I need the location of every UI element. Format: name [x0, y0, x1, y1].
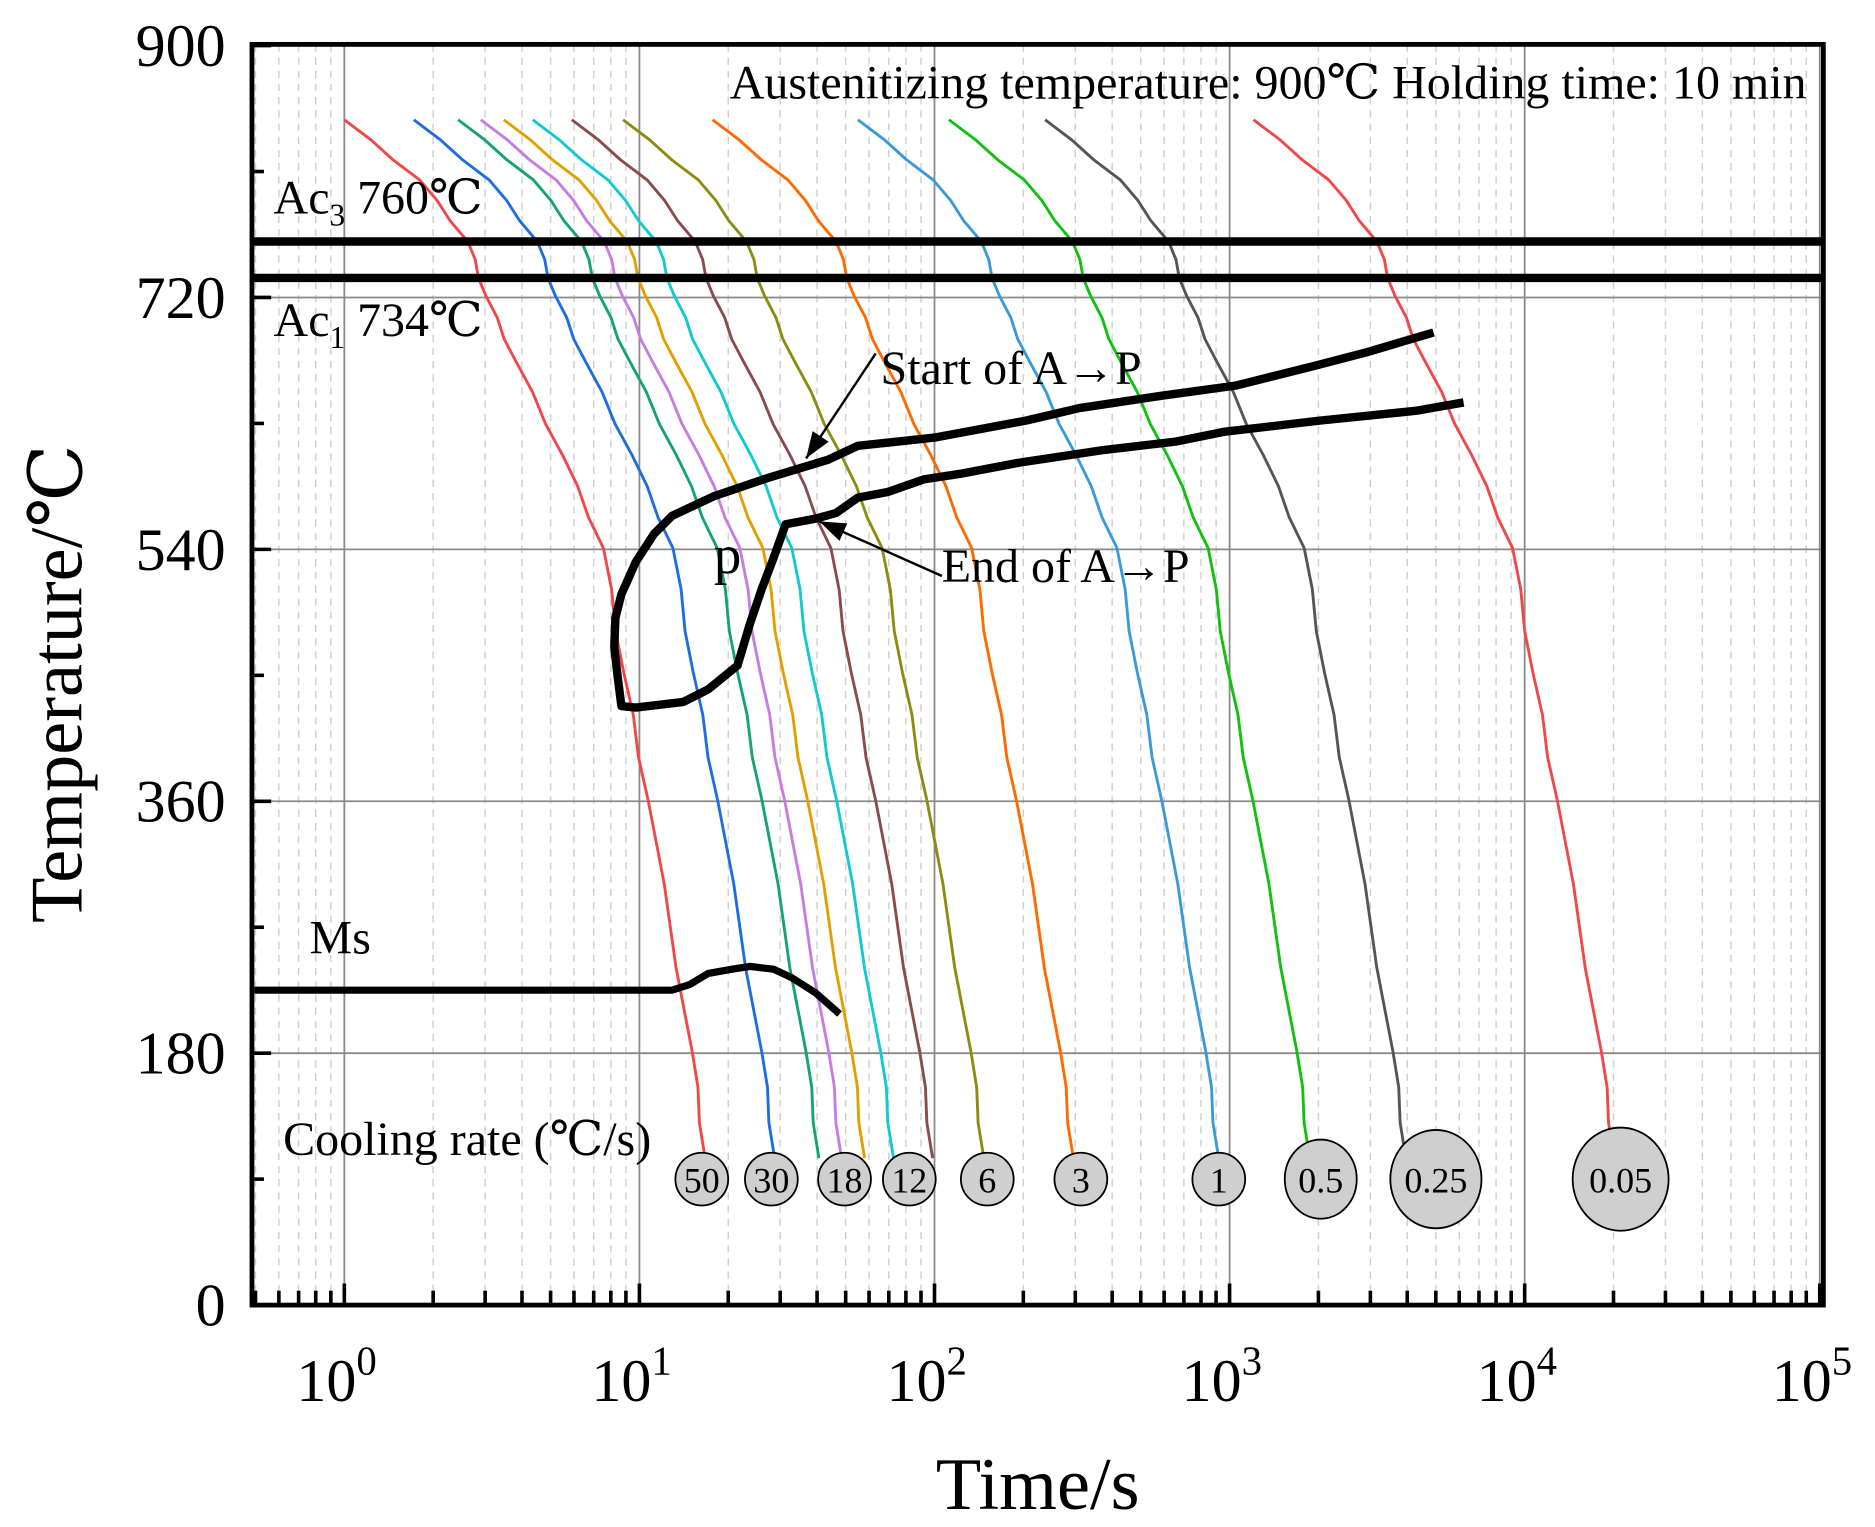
x-tick-label: 105 — [1772, 1339, 1852, 1414]
x-tick-exponent: 1 — [651, 1339, 671, 1384]
rate-badge-circle — [882, 1151, 937, 1207]
rate-badge-label: 0.25 — [1404, 1160, 1467, 1200]
cooling-rate-badge: 0.5 — [1283, 1138, 1358, 1220]
cooling-rate-title: Cooling rate (℃/s) — [283, 1113, 651, 1166]
rate-badge-label: 30 — [753, 1160, 789, 1200]
label-subscript: 1 — [329, 320, 345, 355]
y-tick-label: 180 — [136, 1021, 226, 1087]
y-tick-label: 540 — [136, 517, 226, 583]
rate-badge-label: 18 — [827, 1160, 863, 1200]
x-tick-label: 100 — [296, 1339, 376, 1414]
label-value: 734℃ — [345, 294, 483, 347]
cooling-curve-unlabeled-3 — [479, 118, 844, 1159]
cooling-rate-badge: 0.05 — [1571, 1126, 1670, 1232]
cooling-curve-30 — [412, 118, 777, 1159]
start-annotation-label: Start of A→P — [881, 342, 1142, 395]
rate-badge-label: 1 — [1210, 1160, 1228, 1200]
rate-badge-circle — [959, 1151, 1015, 1207]
rate-badge-circle — [1389, 1129, 1483, 1230]
y-tick-label: 900 — [136, 13, 226, 79]
cooling-curve-0.5 — [948, 118, 1312, 1159]
y-tick-label: 360 — [136, 769, 226, 835]
rate-badge-circle — [817, 1151, 872, 1207]
rate-badge-label: 0.5 — [1298, 1160, 1343, 1200]
cooling-curve-0.25 — [1044, 118, 1408, 1159]
rate-badge-circle — [1053, 1151, 1109, 1207]
chart-title: Austenitizing temperature: 900℃ Holding … — [730, 56, 1807, 109]
rate-badge-label: 50 — [684, 1160, 720, 1200]
cooling-curve-18 — [457, 118, 821, 1159]
cooling-rate-badge: 3 — [1053, 1151, 1109, 1207]
label-prefix: Ac — [274, 172, 330, 225]
cooling-curve-50 — [343, 118, 707, 1159]
start-arrowhead-icon — [806, 431, 829, 459]
cooling-rate-badge: 12 — [882, 1151, 937, 1207]
rate-badge-label: 3 — [1072, 1160, 1090, 1200]
x-tick-label: 101 — [591, 1339, 671, 1414]
cooling-curve-unlabeled-4 — [502, 118, 867, 1159]
x-tick-base: 10 — [591, 1348, 651, 1414]
x-tick-label: 103 — [1182, 1339, 1262, 1414]
label-value: 760℃ — [345, 172, 483, 225]
label-prefix: Ac — [274, 294, 330, 347]
x-tick-exponent: 0 — [356, 1339, 376, 1384]
rate-badge-label: 0.05 — [1589, 1160, 1652, 1200]
x-tick-label: 104 — [1477, 1339, 1557, 1414]
y-axis-title: Temperature/℃ — [17, 444, 99, 922]
end-arrowhead-icon — [819, 521, 848, 541]
cooling-curve-unlabeled-6 — [570, 118, 935, 1159]
x-axis-title: Time/s — [936, 1444, 1140, 1526]
ac1-label: Ac1 734℃ — [274, 294, 483, 355]
x-tick-base: 10 — [1182, 1348, 1242, 1414]
x-tick-exponent: 2 — [946, 1339, 966, 1384]
end-annotation-label: End of A→P — [942, 540, 1190, 593]
ms-label: Ms — [310, 912, 371, 965]
cooling-rate-badge: 6 — [959, 1151, 1015, 1207]
cooling-curve-3 — [711, 118, 1075, 1159]
ms-line — [254, 962, 843, 1017]
pearlite-transformation-boundary — [610, 328, 1465, 712]
cooling-rate-badge: 0.25 — [1389, 1129, 1483, 1230]
x-tick-base: 10 — [296, 1348, 356, 1414]
rate-badge-circle — [1283, 1138, 1358, 1220]
rate-badge-label: 6 — [978, 1160, 996, 1200]
cooling-rate-badge: 1 — [1191, 1151, 1247, 1207]
y-tick-label: 0 — [196, 1272, 226, 1338]
grid — [251, 44, 1824, 1306]
cooling-curve-0.05 — [1252, 118, 1616, 1159]
rate-badge-circle — [1571, 1126, 1670, 1232]
cooling-rate-badge: 30 — [744, 1151, 799, 1207]
rate-badge-circle — [1191, 1151, 1247, 1207]
rate-badge-label: 12 — [891, 1160, 927, 1200]
label-subscript: 3 — [329, 198, 345, 233]
rate-badge-circle — [744, 1151, 799, 1207]
x-tick-base: 10 — [1477, 1348, 1537, 1414]
y-tick-label: 720 — [136, 265, 226, 331]
x-tick-base: 10 — [887, 1348, 947, 1414]
rate-badge-circle — [674, 1151, 730, 1207]
x-tick-base: 10 — [1772, 1348, 1832, 1414]
x-tick-exponent: 3 — [1242, 1339, 1262, 1384]
ac3-label: Ac3 760℃ — [274, 172, 483, 233]
cooling-curve-12 — [531, 118, 895, 1159]
pearlite-region-label: p — [714, 524, 742, 585]
cooling-rate-badge: 18 — [817, 1151, 872, 1207]
cooling-rate-badge: 50 — [674, 1151, 730, 1207]
x-tick-exponent: 5 — [1832, 1339, 1852, 1384]
x-tick-label: 102 — [887, 1339, 967, 1414]
x-tick-exponent: 4 — [1537, 1339, 1557, 1384]
